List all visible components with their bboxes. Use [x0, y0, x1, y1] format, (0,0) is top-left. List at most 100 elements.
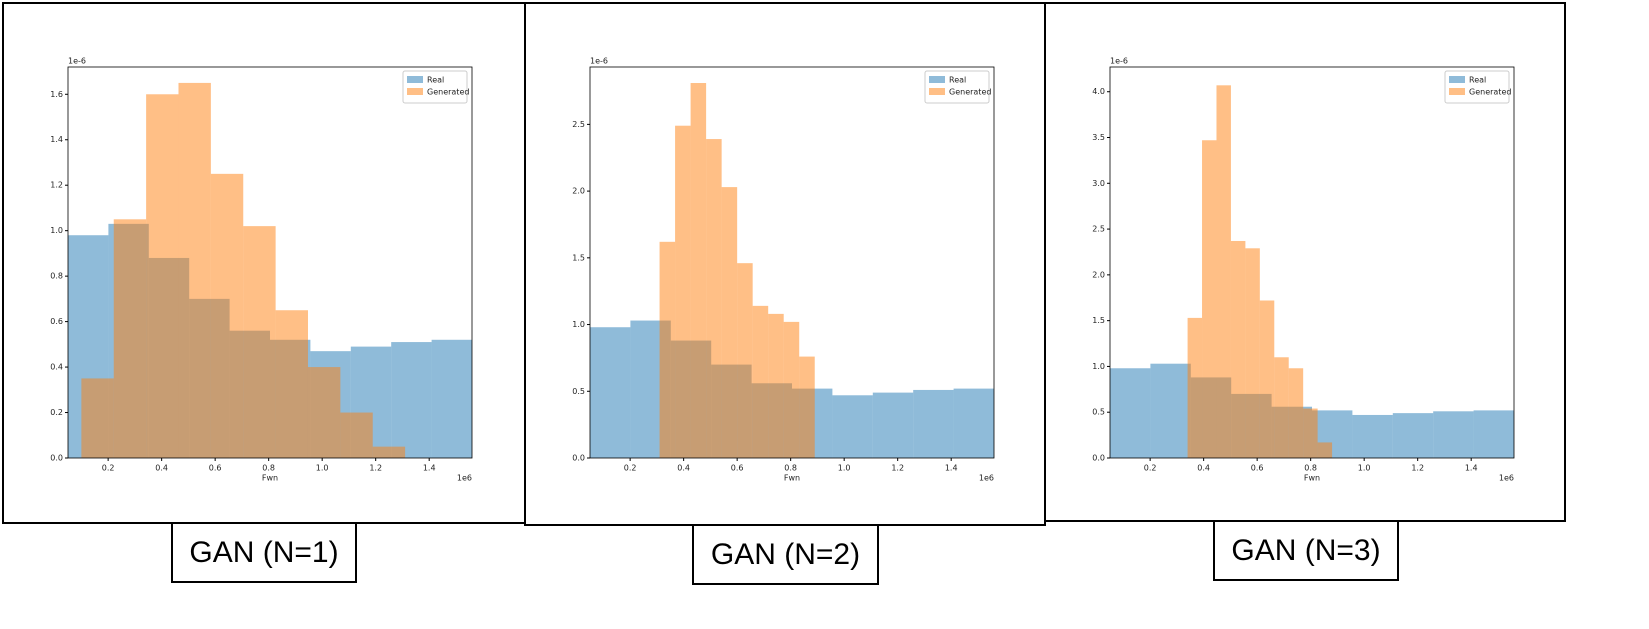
x-tick-label: 0.4: [1197, 464, 1210, 473]
hist-bar: [431, 339, 472, 458]
y-tick-label: 1.2: [50, 181, 63, 190]
x-tick-label: 0.4: [155, 464, 168, 473]
axes-frame: [67, 66, 473, 459]
hist-bar: [752, 305, 769, 458]
hist-bar: [81, 378, 114, 458]
y-tick-label: 0.8: [50, 272, 63, 281]
y-offset-label: 1e-6: [1110, 57, 1128, 66]
x-tick-label: 1.0: [838, 464, 851, 473]
y-tick-label: 3.5: [1092, 133, 1105, 142]
x-tick-label: 1.2: [891, 464, 904, 473]
legend-swatch: [929, 76, 945, 83]
y-tick-label: 0.6: [50, 317, 63, 326]
y-tick-label: 0.0: [1092, 454, 1105, 463]
y-tick-label: 0.4: [50, 363, 63, 372]
hist-bar: [1473, 410, 1514, 458]
hist-bar: [372, 446, 406, 458]
hist-bar: [1303, 408, 1318, 458]
legend-swatch: [929, 88, 945, 95]
x-axis-label: Fwn: [1304, 474, 1320, 483]
y-tick-label: 1.0: [572, 320, 585, 329]
x-tick-label: 1.4: [945, 464, 958, 473]
x-tick-label: 0.8: [784, 464, 797, 473]
x-tick-label: 0.2: [624, 464, 637, 473]
y-tick-label: 4.0: [1092, 87, 1105, 96]
y-tick-label: 1.0: [50, 226, 63, 235]
caption-box: [171, 522, 357, 583]
hist-bar: [391, 342, 432, 458]
x-tick-label: 0.4: [677, 464, 690, 473]
hist-bar: [1187, 317, 1203, 458]
x-tick-label: 0.2: [102, 464, 115, 473]
y-tick-label: 0.5: [572, 387, 585, 396]
x-axis-label: Fwn: [262, 474, 278, 483]
legend-label: Generated: [1469, 88, 1511, 97]
hist-bar: [340, 412, 373, 458]
y-tick-label: 0.2: [50, 408, 63, 417]
hist-bar: [1150, 363, 1191, 458]
hist-bar: [721, 187, 738, 458]
hist-bar: [146, 94, 179, 459]
hist-bar: [243, 226, 276, 458]
hist-bar: [1352, 414, 1393, 458]
hist-bar: [1110, 368, 1151, 458]
axes-frame: [589, 66, 995, 459]
hist-bar: [1230, 240, 1246, 458]
legend-label: Generated: [949, 88, 991, 97]
hist-bar: [659, 241, 676, 458]
hist-bar: [872, 392, 914, 458]
axes-frame: [1109, 66, 1515, 459]
caption-box: [1213, 520, 1399, 581]
legend-label: Real: [1469, 76, 1486, 85]
y-tick-label: 0.0: [50, 454, 63, 463]
hist-bar: [1245, 248, 1260, 458]
legend-label: Generated: [427, 88, 469, 97]
caption: GAN (N=3): [1231, 534, 1380, 567]
hist-bar: [113, 219, 147, 458]
y-tick-label: 1.0: [1092, 362, 1105, 371]
legend-swatch: [407, 76, 423, 83]
hist-bar: [799, 356, 815, 458]
hist-bar: [307, 367, 341, 458]
y-tick-label: 0.5: [1092, 408, 1105, 417]
legend-label: Real: [949, 76, 966, 85]
hist-bar: [1216, 85, 1231, 459]
y-tick-label: 0.0: [572, 454, 585, 463]
x-tick-label: 1.2: [369, 464, 382, 473]
caption-box: [692, 524, 879, 585]
hist-bar: [1274, 357, 1289, 458]
y-tick-label: 2.5: [1092, 225, 1105, 234]
hist-bar: [783, 321, 800, 458]
y-tick-label: 1.5: [1092, 316, 1105, 325]
x-offset-label: 1e6: [457, 474, 472, 483]
x-axis-label: Fwn: [784, 474, 800, 483]
y-tick-label: 2.0: [1092, 270, 1105, 279]
hist-bar: [210, 173, 244, 458]
y-tick-label: 2.5: [572, 120, 585, 129]
hist-bar: [832, 395, 873, 458]
hist-bar: [690, 83, 707, 459]
hist-bar: [1202, 140, 1217, 459]
x-offset-label: 1e6: [1499, 474, 1514, 483]
x-tick-label: 0.8: [262, 464, 275, 473]
legend-swatch: [407, 88, 423, 95]
x-tick-label: 1.4: [1465, 464, 1478, 473]
caption: GAN (N=2): [711, 538, 860, 571]
y-tick-label: 1.6: [50, 90, 63, 99]
x-tick-label: 0.8: [1304, 464, 1317, 473]
x-tick-label: 1.4: [423, 464, 436, 473]
hist-bar: [1433, 411, 1474, 458]
caption: GAN (N=1): [189, 536, 338, 569]
y-tick-label: 1.4: [50, 135, 63, 144]
legend-swatch: [1449, 76, 1465, 83]
hist-bar: [1288, 368, 1304, 458]
x-tick-label: 1.2: [1411, 464, 1424, 473]
y-offset-label: 1e-6: [68, 57, 86, 66]
hist-bar: [590, 327, 631, 458]
hist-bar: [706, 139, 722, 458]
x-offset-label: 1e6: [979, 474, 994, 483]
hist-bar: [737, 263, 753, 458]
hist-bar: [913, 389, 954, 458]
hist-bar: [1392, 413, 1434, 458]
